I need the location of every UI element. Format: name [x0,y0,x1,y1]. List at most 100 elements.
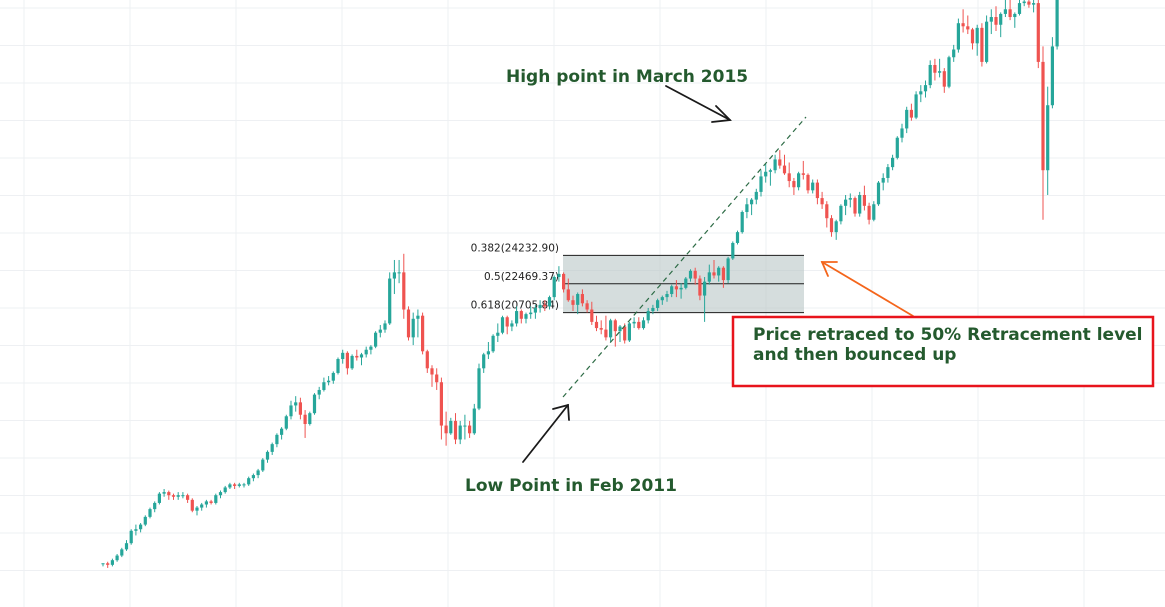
candle-up [101,563,105,567]
candle-up [251,473,255,482]
candle-body [190,499,194,511]
candle-body [402,272,406,310]
candle-body [538,304,542,308]
candle-body [176,495,180,497]
candle-body [289,405,293,417]
candle-body [811,182,815,191]
candle-up [891,154,895,171]
candle-body [110,560,114,565]
candle-up [797,171,801,191]
candle-up [609,318,613,342]
candle-body [336,359,340,373]
candle-body [820,198,824,205]
candle-body [129,530,133,544]
candle-body [148,509,152,517]
candle-up [533,304,537,319]
candle-up [684,277,688,290]
candle-up [956,18,960,53]
candle-body [651,307,655,312]
trend-line[interactable] [562,116,807,398]
candle-body [961,23,965,27]
candle-body [627,323,631,341]
candle-body [1036,3,1040,62]
candle-up [242,482,246,488]
candle-body [938,71,942,73]
candle-body [256,470,260,476]
candle-body [472,408,476,434]
candle-body [698,278,702,296]
candle-up [317,386,321,400]
candle-body [585,303,589,310]
candle-body [143,516,147,525]
candle-body [406,309,411,338]
candle-body [303,414,307,425]
candle-body [594,321,599,329]
candle-down [970,27,975,50]
candle-body [764,171,768,177]
candle-body [378,329,382,333]
candle-body [665,294,669,298]
candle-up [576,292,580,315]
candle-up [848,193,852,208]
candle-up [768,168,772,186]
candle-body [477,368,481,409]
candle-body [721,267,725,281]
candle-down [580,289,584,307]
candle-body [670,286,674,295]
candle-down [933,58,937,81]
candle-up [1050,37,1054,109]
candle-up [280,427,284,440]
candle-up [632,317,636,329]
candle-body [233,484,237,486]
candle-body [237,484,241,486]
candle-body [214,495,218,503]
candle-body [656,300,660,308]
candle-body [439,382,443,426]
candle-body [1032,3,1036,5]
candle-up [529,306,533,319]
candle-up [811,179,815,194]
candle-body [115,555,119,561]
candle-body [416,315,420,319]
candle-up [284,414,288,431]
candle-up [124,540,129,551]
candle-down [590,301,594,325]
candle-body [298,402,302,415]
candle-down [787,162,791,188]
fibonacci-retracement[interactable]: 0.382(24232.90) 0.5(22469.37) 0.618(2070… [471,242,804,314]
candle-body [171,495,176,497]
candle-body [618,326,622,332]
candle-up [256,468,260,479]
candle-down [1036,0,1040,69]
candle-body [970,29,975,44]
candle-down [674,280,678,298]
candle-body [364,349,368,355]
candle-up [627,321,631,342]
candle-up [919,85,923,103]
candle-down [402,253,406,319]
candle-up [1055,0,1059,50]
candle-up [350,354,354,370]
candle-up [374,331,378,349]
candle-body [862,194,866,206]
candle-up [735,230,740,245]
candle-up [162,489,166,497]
candle-body [1055,0,1059,47]
candle-up [923,80,928,98]
candle-down [594,315,599,332]
candle-body [975,27,979,44]
candle-down [721,266,725,288]
candle-down [562,272,566,293]
candle-up [500,315,505,335]
candle-body [834,221,838,233]
candle-up [989,9,993,35]
candle-up [618,324,622,342]
candle-body [294,402,298,406]
candle-up [228,482,232,490]
candle-down [430,365,434,387]
candle-up [486,341,490,360]
candle-up [181,492,185,499]
candle-body [369,346,373,350]
candle-body [444,425,448,434]
candle-body [458,425,462,440]
